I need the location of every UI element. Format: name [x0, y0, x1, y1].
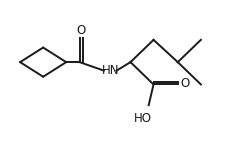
Text: HN: HN: [102, 64, 119, 77]
Text: O: O: [180, 78, 189, 91]
Text: O: O: [76, 24, 85, 37]
Text: HO: HO: [134, 112, 152, 125]
